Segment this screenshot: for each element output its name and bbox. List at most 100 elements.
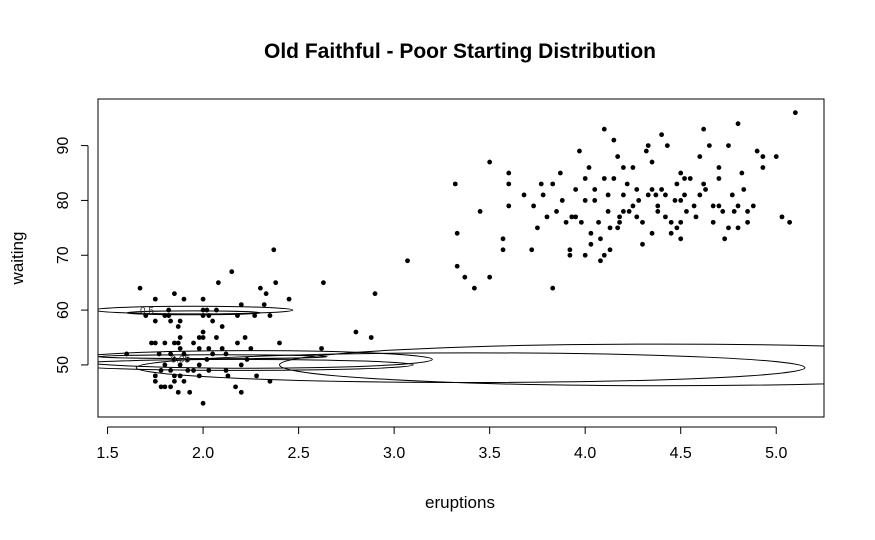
data-point-96 — [454, 230, 460, 236]
data-point-64 — [219, 346, 225, 351]
data-point-55 — [206, 313, 212, 318]
data-point-44 — [196, 346, 202, 351]
data-point-117 — [554, 208, 559, 214]
data-point-77 — [248, 346, 254, 351]
data-point-217 — [750, 203, 756, 209]
data-point-53 — [204, 307, 210, 313]
data-point-12 — [162, 313, 168, 318]
data-point-37 — [181, 378, 187, 384]
data-point-203 — [716, 203, 722, 209]
data-point-58 — [210, 318, 216, 324]
data-point-29 — [175, 389, 181, 395]
data-point-135 — [592, 198, 598, 203]
data-point-56 — [206, 346, 212, 351]
data-point-57 — [206, 367, 212, 373]
data-point-115 — [550, 285, 556, 291]
data-point-118 — [557, 170, 563, 176]
data-point-11 — [158, 384, 164, 390]
contour-label-1: 0.05 — [171, 354, 191, 365]
contour-line-0 — [98, 305, 294, 315]
data-point-3 — [149, 340, 154, 346]
data-point-196 — [701, 181, 707, 187]
data-point-152 — [620, 165, 626, 170]
data-point-188 — [682, 192, 687, 198]
data-point-86 — [273, 280, 279, 286]
contour-labels: 0.5 0.05 — [140, 306, 190, 365]
y-tick-label-4: 90 — [55, 137, 72, 155]
data-point-108 — [521, 192, 527, 198]
data-point-65 — [223, 351, 229, 357]
data-point-195 — [701, 126, 707, 132]
data-point-83 — [267, 313, 273, 318]
data-point-177 — [664, 143, 670, 149]
data-point-213 — [739, 170, 745, 176]
contour-label-0: 0.5 — [140, 306, 154, 317]
data-point-218 — [754, 148, 760, 154]
data-point-4 — [152, 296, 158, 302]
data-point-146 — [611, 137, 617, 143]
data-point-114 — [544, 214, 550, 220]
data-point-8 — [152, 378, 158, 384]
data-point-98 — [462, 274, 468, 280]
data-point-43 — [196, 335, 202, 340]
data-point-164 — [643, 148, 649, 154]
data-point-125 — [573, 214, 579, 220]
plot-frame — [97, 98, 825, 418]
data-point-88 — [286, 296, 292, 302]
data-point-63 — [219, 324, 225, 329]
x-tick-label-4: 3.5 — [479, 445, 501, 462]
data-point-13 — [162, 340, 168, 346]
data-point-183 — [678, 170, 684, 176]
data-point-143 — [605, 208, 611, 214]
data-point-180 — [672, 198, 678, 203]
data-point-136 — [596, 219, 601, 225]
data-point-165 — [645, 143, 651, 149]
data-point-38 — [185, 357, 191, 362]
data-point-129 — [582, 198, 588, 203]
data-point-67 — [225, 373, 231, 379]
data-points — [124, 110, 798, 406]
data-point-189 — [684, 208, 689, 214]
data-point-224 — [792, 110, 798, 116]
data-point-193 — [697, 154, 703, 159]
data-point-94 — [405, 258, 410, 264]
data-point-190 — [687, 176, 693, 181]
data-point-209 — [731, 208, 737, 214]
data-point-80 — [257, 285, 263, 291]
data-point-169 — [649, 230, 655, 236]
data-point-142 — [605, 192, 611, 198]
data-point-75 — [242, 335, 248, 340]
data-point-119 — [559, 198, 565, 203]
data-point-19 — [168, 351, 174, 357]
data-point-176 — [663, 214, 668, 220]
data-point-121 — [567, 247, 573, 253]
data-point-134 — [592, 187, 598, 192]
data-point-187 — [682, 176, 687, 181]
data-point-132 — [588, 230, 594, 236]
data-point-59 — [210, 351, 216, 357]
data-point-159 — [634, 187, 640, 192]
data-point-216 — [745, 219, 750, 225]
data-point-205 — [722, 236, 728, 242]
data-point-137 — [598, 236, 603, 242]
data-point-111 — [535, 225, 540, 231]
data-point-157 — [630, 165, 636, 170]
data-point-84 — [267, 378, 273, 384]
data-point-139 — [601, 126, 607, 132]
data-point-95 — [452, 181, 458, 187]
data-point-39 — [185, 367, 191, 373]
data-point-148 — [615, 154, 621, 159]
contour-line-6 — [279, 343, 824, 387]
data-point-49 — [200, 313, 206, 318]
data-point-163 — [640, 241, 645, 247]
data-point-52 — [200, 400, 206, 406]
data-point-70 — [235, 313, 240, 318]
data-point-34 — [177, 373, 183, 379]
data-point-104 — [500, 247, 506, 253]
data-point-90 — [321, 280, 326, 286]
data-point-192 — [693, 214, 699, 220]
data-point-71 — [235, 340, 240, 346]
y-tick-label-3: 80 — [55, 191, 72, 209]
data-point-166 — [645, 192, 651, 198]
data-point-10 — [158, 367, 164, 373]
